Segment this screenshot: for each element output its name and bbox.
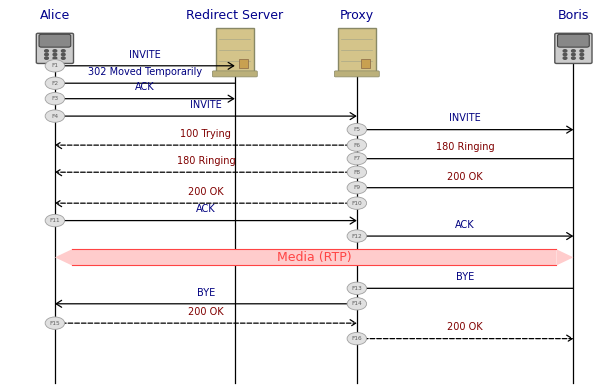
Circle shape bbox=[53, 50, 57, 52]
Circle shape bbox=[62, 57, 65, 59]
Text: F11: F11 bbox=[49, 218, 60, 223]
Circle shape bbox=[45, 214, 65, 227]
Text: F16: F16 bbox=[351, 336, 362, 341]
Circle shape bbox=[563, 53, 567, 56]
Text: F14: F14 bbox=[351, 301, 362, 306]
FancyBboxPatch shape bbox=[334, 71, 379, 77]
Circle shape bbox=[347, 152, 367, 165]
Text: ACK: ACK bbox=[196, 204, 216, 214]
Text: ACK: ACK bbox=[455, 220, 475, 230]
Text: F2: F2 bbox=[51, 81, 59, 86]
Circle shape bbox=[45, 50, 48, 52]
Text: 200 OK: 200 OK bbox=[447, 322, 483, 332]
Text: Redirect Server: Redirect Server bbox=[186, 9, 284, 22]
Text: 200 OK: 200 OK bbox=[188, 307, 224, 317]
Circle shape bbox=[45, 60, 65, 72]
Text: F10: F10 bbox=[351, 201, 362, 205]
Text: INVITE: INVITE bbox=[129, 50, 161, 60]
Text: INVITE: INVITE bbox=[190, 100, 222, 110]
Text: BYE: BYE bbox=[456, 272, 474, 282]
FancyBboxPatch shape bbox=[212, 71, 257, 77]
Circle shape bbox=[563, 50, 567, 52]
FancyArrow shape bbox=[556, 249, 573, 265]
Text: INVITE: INVITE bbox=[449, 113, 481, 123]
Circle shape bbox=[53, 57, 57, 59]
Circle shape bbox=[347, 123, 367, 136]
Text: F9: F9 bbox=[353, 185, 361, 190]
FancyBboxPatch shape bbox=[37, 33, 73, 63]
Circle shape bbox=[563, 57, 567, 59]
Circle shape bbox=[45, 317, 65, 329]
Text: Boris: Boris bbox=[558, 9, 589, 22]
Text: F6: F6 bbox=[353, 143, 361, 147]
Text: 180 Ringing: 180 Ringing bbox=[176, 156, 235, 166]
Circle shape bbox=[572, 57, 575, 59]
FancyBboxPatch shape bbox=[558, 34, 589, 47]
Circle shape bbox=[45, 92, 65, 105]
Text: Proxy: Proxy bbox=[340, 9, 374, 22]
Circle shape bbox=[45, 57, 48, 59]
Text: 100 Trying: 100 Trying bbox=[181, 129, 231, 139]
FancyArrow shape bbox=[55, 249, 72, 265]
Text: Alice: Alice bbox=[40, 9, 70, 22]
Circle shape bbox=[572, 53, 575, 56]
Circle shape bbox=[62, 50, 65, 52]
Circle shape bbox=[347, 332, 367, 345]
Circle shape bbox=[347, 166, 367, 178]
FancyBboxPatch shape bbox=[337, 28, 376, 73]
Circle shape bbox=[45, 77, 65, 89]
FancyBboxPatch shape bbox=[555, 33, 592, 63]
Text: F4: F4 bbox=[51, 114, 59, 118]
Circle shape bbox=[62, 53, 65, 56]
FancyBboxPatch shape bbox=[215, 28, 254, 73]
FancyBboxPatch shape bbox=[39, 34, 71, 47]
Text: F13: F13 bbox=[351, 286, 362, 291]
Text: 302 Moved Temporarily: 302 Moved Temporarily bbox=[88, 67, 202, 77]
Circle shape bbox=[347, 139, 367, 151]
Text: F15: F15 bbox=[49, 321, 60, 325]
Text: 180 Ringing: 180 Ringing bbox=[436, 142, 495, 152]
Bar bbox=[239, 59, 248, 68]
Text: F12: F12 bbox=[351, 234, 362, 238]
Circle shape bbox=[347, 298, 367, 310]
Text: F7: F7 bbox=[353, 156, 361, 161]
Text: F1: F1 bbox=[51, 63, 59, 68]
Text: F8: F8 bbox=[353, 170, 361, 175]
Circle shape bbox=[347, 230, 367, 242]
Circle shape bbox=[45, 53, 48, 56]
Circle shape bbox=[580, 53, 584, 56]
Text: 200 OK: 200 OK bbox=[188, 187, 224, 197]
Circle shape bbox=[45, 110, 65, 122]
Circle shape bbox=[347, 282, 367, 295]
Circle shape bbox=[347, 197, 367, 209]
Text: F3: F3 bbox=[51, 96, 59, 101]
Circle shape bbox=[53, 53, 57, 56]
Circle shape bbox=[580, 57, 584, 59]
Circle shape bbox=[572, 50, 575, 52]
Bar bbox=[72, 249, 556, 265]
Text: BYE: BYE bbox=[197, 288, 215, 298]
Text: Media (RTP): Media (RTP) bbox=[277, 251, 351, 264]
Circle shape bbox=[580, 50, 584, 52]
Text: ACK: ACK bbox=[135, 82, 155, 92]
Circle shape bbox=[347, 182, 367, 194]
Text: 200 OK: 200 OK bbox=[447, 171, 483, 182]
Bar bbox=[361, 59, 370, 68]
Text: F5: F5 bbox=[353, 127, 361, 132]
